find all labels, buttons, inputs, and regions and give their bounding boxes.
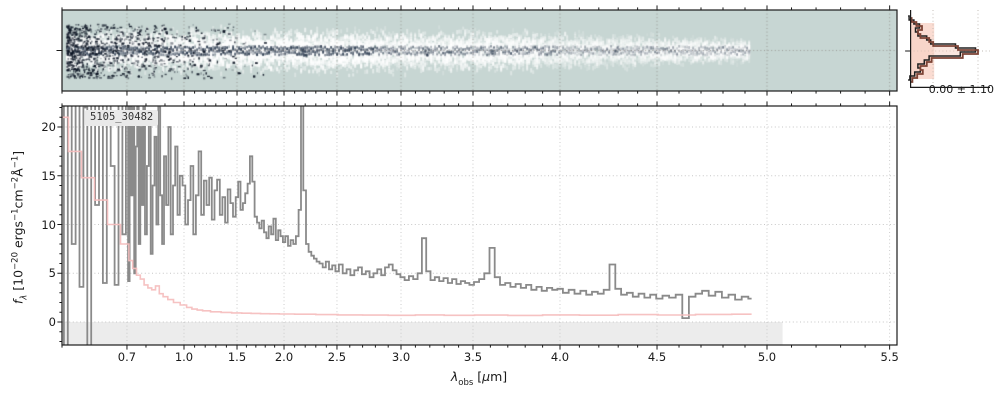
x-label-close: m]: [490, 369, 508, 384]
flux-line: [63, 106, 752, 345]
below-zero-band: [62, 322, 783, 345]
y-label-exp20: −20: [10, 252, 21, 270]
residual-histogram: [905, 10, 990, 89]
spectrum-1d-plot: [57, 101, 898, 350]
x-tick-label: 0.7: [117, 350, 137, 364]
y-label-f: f: [10, 299, 26, 305]
axis-ticks: [57, 101, 891, 350]
x-tick-label: 1.0: [174, 350, 194, 364]
x-tick-label: 5.0: [757, 350, 777, 364]
x-label-mu: μ: [482, 369, 491, 384]
spectrum-2d-image: [62, 10, 897, 91]
grid-lines: [62, 106, 897, 345]
x-tick-label: 4.5: [647, 350, 667, 364]
x-label-open: [: [473, 369, 483, 384]
hist-outline-model: [910, 17, 979, 83]
spectrum-2d-ticks: [56, 5, 891, 96]
hist-stats-label: 0.00 ± 1.10: [928, 83, 994, 96]
hist-spines: [905, 10, 990, 89]
source-id-label: 5105_30482: [85, 110, 159, 126]
y-label-exp3: −1: [10, 155, 21, 169]
x-tick-label: 5.5: [880, 350, 899, 364]
x-tick-label: 1.5: [227, 350, 247, 364]
y-tick-label: 15: [41, 168, 56, 183]
spectrum-2d-axes: [56, 5, 898, 96]
x-label-obs: obs: [458, 377, 474, 388]
y-tick-label: 20: [41, 120, 56, 134]
y-tick-label: 5: [48, 266, 56, 281]
y-label-cm: cm: [10, 189, 26, 209]
hist-fill: [910, 18, 978, 82]
y-label-close: ]: [10, 150, 26, 156]
y-label-exp2: −2: [10, 176, 21, 190]
plot-frame: [61, 105, 898, 346]
x-tick-label: 2.0: [274, 350, 294, 364]
x-label-lambda: λ: [450, 369, 459, 384]
x-tick-label: 2.5: [327, 350, 347, 364]
y-tick-label: 0: [48, 315, 56, 329]
error-line: [62, 116, 752, 317]
x-tick-label: 3.0: [391, 350, 411, 364]
y-label-lambda: λ: [19, 294, 29, 300]
spectrum-2d-frame: [61, 9, 898, 92]
x-tick-label: 3.5: [463, 350, 483, 364]
x-axis-label: λobs [μm]: [429, 369, 529, 387]
y-label-exp1: −1: [10, 208, 21, 221]
x-tick-label: 4.0: [550, 350, 570, 364]
y-tick-label: 10: [41, 217, 56, 232]
